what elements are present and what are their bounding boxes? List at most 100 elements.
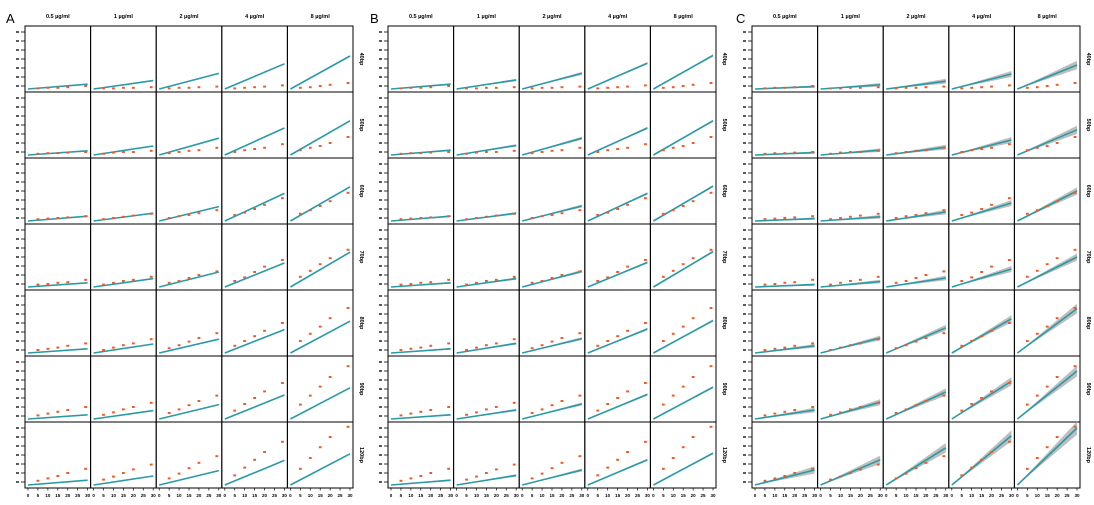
data-point xyxy=(829,478,832,481)
data-point xyxy=(197,274,201,276)
fit-line xyxy=(521,72,583,90)
data-point xyxy=(346,425,350,428)
subplot-frame xyxy=(1013,223,1081,291)
data-point xyxy=(215,394,219,397)
data-point xyxy=(84,406,88,408)
data-point xyxy=(112,151,115,154)
y-tick-label xyxy=(743,172,746,174)
data-point xyxy=(530,217,534,219)
data-point xyxy=(616,148,619,150)
y-tick-label xyxy=(743,142,746,144)
data-point xyxy=(346,307,350,309)
y-tick-label xyxy=(743,388,746,390)
data-point xyxy=(671,209,675,212)
data-point xyxy=(811,151,815,153)
x-tick-label: 25 xyxy=(504,493,510,498)
data-point xyxy=(112,217,115,219)
x-tick-label: 10 xyxy=(408,493,414,498)
data-point xyxy=(606,211,610,214)
data-point xyxy=(540,344,544,347)
column-header: 1 µg/ml xyxy=(477,14,497,20)
data-point xyxy=(56,410,60,413)
data-point xyxy=(187,149,191,152)
data-point xyxy=(914,214,918,216)
data-point xyxy=(447,215,451,218)
data-point xyxy=(102,478,105,481)
x-tick-label: 10 xyxy=(671,493,677,498)
data-point xyxy=(1055,317,1059,320)
data-point xyxy=(1008,440,1011,443)
data-point xyxy=(512,275,516,278)
fit-line xyxy=(522,403,582,420)
data-point xyxy=(494,86,498,89)
y-tick-label xyxy=(743,331,746,333)
y-tick-label xyxy=(379,256,382,258)
subplot-frame xyxy=(387,25,455,93)
data-point xyxy=(793,472,797,474)
data-point xyxy=(960,474,964,477)
column-header: 2 µg/ml xyxy=(542,14,562,20)
data-point xyxy=(112,411,115,414)
confidence-band xyxy=(951,430,1012,485)
fit-line xyxy=(587,328,648,354)
subplot-frame xyxy=(1013,289,1081,357)
subplot-frame xyxy=(882,355,950,423)
confidence-band xyxy=(1017,187,1077,221)
data-point xyxy=(46,283,50,285)
x-tick-label: 15 xyxy=(681,493,687,498)
data-point xyxy=(773,86,777,89)
row-label: 80bp xyxy=(1085,317,1091,330)
fit-line xyxy=(951,268,1012,288)
fit-line xyxy=(653,452,714,486)
row-label: 40bp xyxy=(358,53,364,66)
x-tick-label: 5 xyxy=(168,493,171,498)
data-point xyxy=(84,278,88,281)
data-point xyxy=(318,325,322,328)
row-label: 70bp xyxy=(358,251,364,264)
data-point xyxy=(661,340,665,342)
data-point xyxy=(167,412,171,414)
x-tick-label: 5 xyxy=(895,493,898,498)
data-point xyxy=(399,218,403,221)
data-point xyxy=(308,332,312,335)
data-point xyxy=(773,412,777,415)
data-point xyxy=(298,340,302,342)
data-point xyxy=(560,337,564,339)
data-point xyxy=(540,408,544,411)
row-label: 120bp xyxy=(721,447,727,464)
data-point xyxy=(1035,209,1039,212)
y-tick-label xyxy=(16,379,19,381)
subplot-frame xyxy=(584,355,651,423)
data-point xyxy=(1045,205,1049,207)
column-header: 8 µg/ml xyxy=(311,14,331,20)
y-tick-label xyxy=(379,247,382,249)
x-tick-label: 20 xyxy=(792,493,798,498)
y-tick-label xyxy=(743,85,746,87)
data-point xyxy=(811,467,815,470)
y-tick-label xyxy=(16,265,19,267)
fit-line xyxy=(820,280,881,288)
column-header: 1 µg/ml xyxy=(841,14,861,20)
row-label: 80bp xyxy=(358,317,364,330)
data-point xyxy=(626,265,629,268)
data-point xyxy=(102,87,105,90)
subplot-frame xyxy=(751,91,819,159)
y-tick-label xyxy=(379,208,382,210)
fit-line xyxy=(159,338,219,354)
data-point xyxy=(960,87,964,90)
y-tick-label xyxy=(379,115,382,117)
data-point xyxy=(858,151,862,153)
subplot-frame xyxy=(817,25,884,93)
data-point xyxy=(131,86,135,89)
data-point xyxy=(36,349,40,351)
data-point xyxy=(763,218,767,221)
fit-line xyxy=(951,202,1012,222)
data-point xyxy=(465,413,468,416)
fit-line xyxy=(587,127,648,156)
data-point xyxy=(233,474,237,477)
data-point xyxy=(709,307,713,309)
data-point xyxy=(485,280,488,282)
data-point xyxy=(904,151,908,153)
data-point xyxy=(131,406,135,408)
data-point xyxy=(829,218,832,221)
